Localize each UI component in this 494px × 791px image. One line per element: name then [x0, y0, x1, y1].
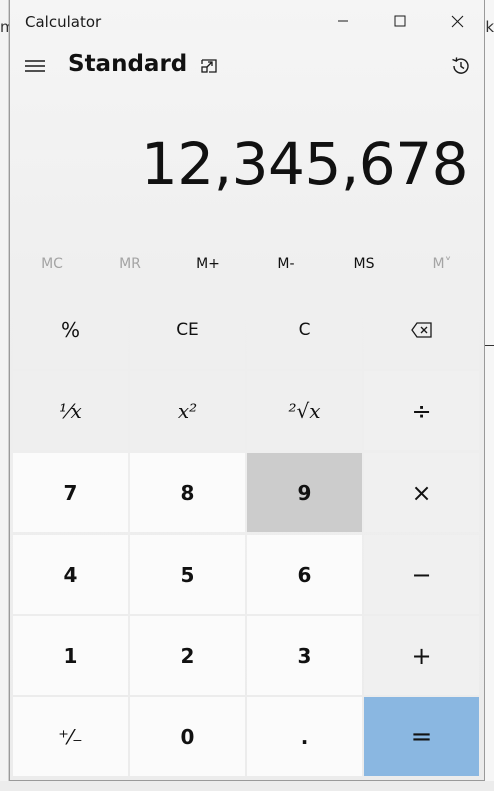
digit-7-button[interactable]: 7: [13, 453, 128, 532]
title-bar[interactable]: Calculator: [10, 0, 484, 42]
digit-8-button[interactable]: 8: [130, 453, 245, 532]
square-button[interactable]: x²: [130, 371, 245, 450]
calculator-header: Standard: [10, 42, 484, 92]
result-display: 12,345,678: [140, 130, 469, 198]
background-divider: [484, 345, 494, 346]
memory-subtract-button[interactable]: M-: [277, 256, 295, 272]
history-icon: [452, 57, 469, 74]
negate-button[interactable]: ⁺⁄₋: [13, 697, 128, 776]
multiply-button[interactable]: ×: [364, 453, 479, 532]
maximize-icon: [394, 15, 406, 27]
clear-entry-button[interactable]: CE: [130, 290, 245, 369]
decimal-button[interactable]: .: [247, 697, 362, 776]
digit-2-button[interactable]: 2: [130, 616, 245, 695]
digit-9-button[interactable]: 9: [247, 453, 362, 532]
memory-list-button[interactable]: M˅: [432, 256, 452, 272]
memory-store-button[interactable]: MS: [353, 256, 375, 272]
memory-clear-button[interactable]: MC: [41, 256, 63, 272]
divide-button[interactable]: ÷: [364, 371, 479, 450]
subtract-button[interactable]: −: [364, 535, 479, 614]
hamburger-menu-icon: [25, 60, 45, 72]
calculator-window: Calculator Standard: [9, 0, 485, 781]
background-text-right: k: [485, 18, 494, 36]
digit-0-button[interactable]: 0: [130, 697, 245, 776]
minimize-button[interactable]: [314, 0, 372, 42]
mode-title: Standard: [68, 51, 188, 77]
digit-6-button[interactable]: 6: [247, 535, 362, 614]
background-strip-bottom: [0, 781, 494, 791]
maximize-button[interactable]: [371, 0, 429, 42]
memory-controls: MC MR M+ M- MS M˅: [13, 247, 481, 281]
digit-3-button[interactable]: 3: [247, 616, 362, 695]
add-button[interactable]: +: [364, 616, 479, 695]
navigation-menu-button[interactable]: [19, 48, 51, 84]
digit-5-button[interactable]: 5: [130, 535, 245, 614]
close-button[interactable]: [428, 0, 486, 42]
keep-on-top-icon: [201, 59, 217, 73]
clear-button[interactable]: C: [247, 290, 362, 369]
memory-add-button[interactable]: M+: [196, 256, 220, 272]
reciprocal-button[interactable]: ¹⁄x: [13, 371, 128, 450]
background-window-right: k: [484, 0, 494, 791]
background-window-left: m: [0, 0, 15, 791]
square-root-button[interactable]: ²√x: [247, 371, 362, 450]
backspace-icon: [410, 321, 432, 338]
close-icon: [451, 15, 463, 27]
keep-on-top-button[interactable]: [195, 50, 223, 82]
history-button[interactable]: [446, 50, 476, 82]
backspace-button[interactable]: [364, 290, 479, 369]
minimize-icon: [338, 20, 348, 22]
equals-button[interactable]: =: [364, 697, 479, 776]
app-title: Calculator: [25, 13, 102, 31]
digit-1-button[interactable]: 1: [13, 616, 128, 695]
percent-button[interactable]: %: [13, 290, 128, 369]
memory-recall-button[interactable]: MR: [119, 256, 141, 272]
digit-4-button[interactable]: 4: [13, 535, 128, 614]
